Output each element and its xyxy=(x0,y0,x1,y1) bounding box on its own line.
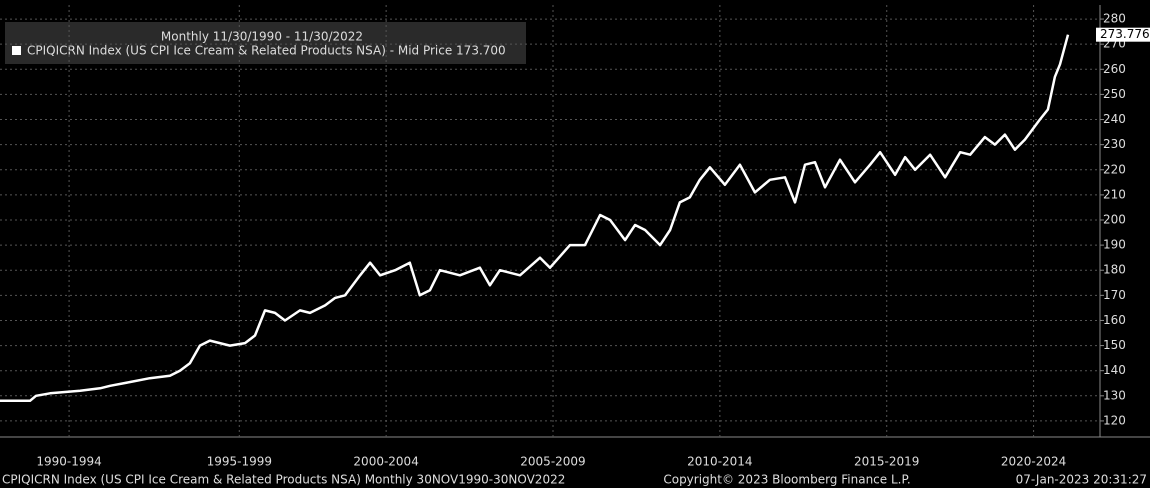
subtitle: Monthly 11/30/1990 - 11/30/2022 xyxy=(161,30,363,44)
y-tick-label: 280 xyxy=(1103,12,1126,26)
last-value-label: 273.776 xyxy=(1100,27,1150,41)
last-value-box xyxy=(1096,27,1150,42)
y-tick-label: 260 xyxy=(1103,62,1126,76)
legend-swatch xyxy=(12,46,21,55)
x-tick-label: 2015-2019 xyxy=(854,455,919,469)
y-tick-label: 230 xyxy=(1103,137,1126,151)
y-tick-label: 150 xyxy=(1103,338,1126,352)
y-tick-label: 210 xyxy=(1103,187,1126,201)
y-tick-label: 220 xyxy=(1103,162,1126,176)
y-tick-label: 120 xyxy=(1103,413,1126,427)
y-tick-label: 170 xyxy=(1103,288,1126,302)
y-tick-label: 160 xyxy=(1103,313,1126,327)
x-tick-label: 1990-1994 xyxy=(36,455,101,469)
legend-entry: CPIQICRN Index (US CPI Ice Cream & Relat… xyxy=(27,44,506,58)
x-tick-label: 1995-1999 xyxy=(207,455,272,469)
y-tick-label: 140 xyxy=(1103,363,1126,377)
y-tick-label: 190 xyxy=(1103,238,1126,252)
line xyxy=(0,34,1070,403)
x-tick-label: 2010-2014 xyxy=(687,455,752,469)
y-tick-label: 250 xyxy=(1103,87,1126,101)
footnote: 07-Jan-2023 20:31:27 xyxy=(1016,473,1147,487)
y-tick-label: 200 xyxy=(1103,212,1126,226)
x-tick-label: 2020-2024 xyxy=(1001,455,1066,469)
y-tick-label: 180 xyxy=(1103,263,1126,277)
footnote: CPIQICRN Index (US CPI Ice Cream & Relat… xyxy=(2,473,565,487)
footnote: Copyright© 2023 Bloomberg Finance L.P. xyxy=(663,473,910,487)
x-tick-label: 2005-2009 xyxy=(520,455,585,469)
y-tick-label: 130 xyxy=(1103,388,1126,402)
legend-box xyxy=(5,22,526,64)
x-tick-label: 2000-2004 xyxy=(353,455,418,469)
y-tick-label: 240 xyxy=(1103,112,1126,126)
